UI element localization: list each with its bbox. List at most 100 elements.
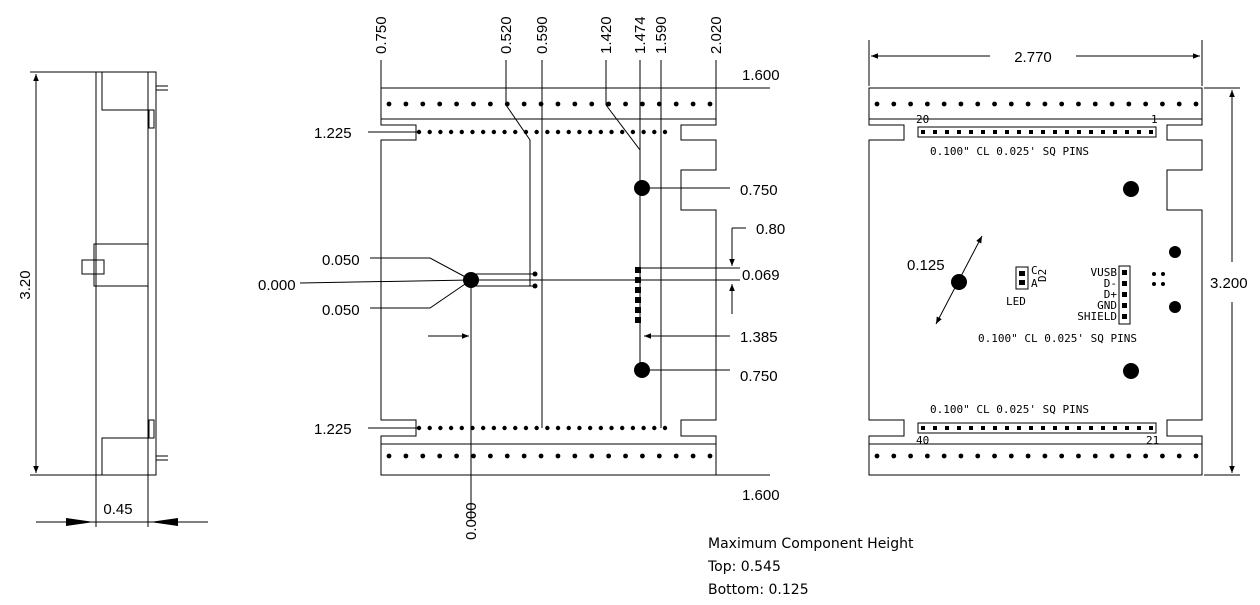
pin-dot bbox=[416, 425, 422, 431]
mount-hole-left bbox=[951, 274, 967, 290]
pin-number-1: 1 bbox=[1151, 113, 1158, 126]
pin-dot bbox=[454, 101, 459, 107]
pin-dot bbox=[1076, 101, 1081, 107]
header-pin bbox=[969, 130, 973, 134]
usb-pad bbox=[635, 307, 641, 313]
pin-dot bbox=[1160, 453, 1165, 459]
pin-dot bbox=[620, 425, 625, 431]
header-pin bbox=[957, 426, 961, 430]
pin-dot bbox=[1042, 453, 1048, 459]
side-header-bottom bbox=[101, 437, 149, 476]
usb-header bbox=[1118, 265, 1131, 325]
usb-pad bbox=[635, 317, 641, 323]
right-pin-row-top bbox=[874, 101, 1199, 107]
pin-dot bbox=[577, 129, 582, 135]
height-label: 3.200 bbox=[1210, 275, 1248, 292]
mid-usb-pads bbox=[635, 267, 641, 323]
pin-dot bbox=[908, 101, 913, 107]
pin-dot bbox=[416, 129, 422, 135]
header-pin bbox=[945, 130, 949, 134]
pin-dot bbox=[620, 129, 625, 135]
header-pin bbox=[1113, 426, 1117, 430]
mid-1385-label: 1.385 bbox=[740, 329, 778, 346]
usb-pad bbox=[635, 277, 641, 283]
middle-pin-row-bottom-inner bbox=[416, 425, 668, 431]
header-pin bbox=[1077, 130, 1081, 134]
component-height-notes: Maximum Component Height Top: 0.545 Bott… bbox=[707, 536, 914, 598]
header-pin bbox=[1029, 426, 1033, 430]
pin-dot bbox=[589, 101, 595, 107]
pin-dot bbox=[555, 453, 561, 459]
header-pin bbox=[945, 426, 949, 430]
pin-dot bbox=[420, 101, 426, 107]
pin-dot bbox=[491, 129, 497, 135]
header-pin bbox=[1125, 426, 1129, 430]
mid-080-label: 0.80 bbox=[756, 221, 785, 238]
usb-pin bbox=[1122, 292, 1127, 297]
usb-label-shield: SHIELD bbox=[1077, 310, 1117, 323]
pin-dot bbox=[1059, 101, 1065, 107]
header-pin bbox=[1113, 130, 1117, 134]
mid-right-top-label: 1.600 bbox=[742, 67, 780, 84]
pin-dot bbox=[623, 453, 628, 459]
pin-dot bbox=[538, 101, 544, 107]
usb-label-dminus: D- bbox=[1104, 277, 1117, 290]
mid-right-bottom-label: 1.600 bbox=[742, 487, 780, 504]
pin-dot bbox=[1025, 453, 1031, 459]
pin-dot bbox=[707, 453, 713, 459]
pin-dot bbox=[673, 101, 679, 107]
usb-small-hole bbox=[1161, 282, 1165, 286]
pin-dot bbox=[487, 453, 493, 459]
pin-dot bbox=[438, 129, 443, 135]
pin-dot bbox=[640, 101, 645, 107]
header-pin bbox=[1125, 130, 1129, 134]
header-pin bbox=[1017, 426, 1021, 430]
mid-top-label-3: 0.590 bbox=[534, 16, 551, 54]
pin-dot bbox=[1176, 101, 1182, 107]
pin-dot bbox=[403, 101, 409, 107]
pin-dot bbox=[662, 425, 668, 431]
pin-dot bbox=[958, 101, 964, 107]
pin-dot bbox=[420, 453, 426, 459]
width-label: 2.770 bbox=[1014, 49, 1052, 66]
header-pin bbox=[969, 426, 973, 430]
usb-pin bbox=[1122, 314, 1127, 319]
header-pin bbox=[981, 130, 985, 134]
mid-row-label-bottom: 1.225 bbox=[314, 421, 352, 438]
pin-dot bbox=[630, 129, 636, 135]
pin-dot bbox=[521, 453, 527, 459]
mid-left-label-zero: 0.000 bbox=[258, 277, 296, 294]
usb-small-hole bbox=[1161, 272, 1165, 276]
usb-hole-upper bbox=[1169, 246, 1181, 258]
pin-dot bbox=[1176, 453, 1182, 459]
pin-dot bbox=[545, 129, 550, 135]
header-pin bbox=[1149, 130, 1153, 134]
pin-dot bbox=[589, 453, 595, 459]
pin-dot bbox=[555, 425, 561, 431]
led-c-label: C bbox=[1031, 264, 1038, 277]
pin-dot bbox=[502, 425, 507, 431]
pin-dot bbox=[437, 453, 443, 459]
usb-hole-lower bbox=[1169, 301, 1181, 313]
pin-dot bbox=[690, 101, 696, 107]
pin-dot bbox=[1193, 101, 1199, 107]
pin-dot bbox=[992, 453, 997, 459]
pin-dot bbox=[480, 425, 486, 431]
mid-top-label-4: 1.420 bbox=[598, 16, 615, 54]
pin-dot bbox=[630, 425, 636, 431]
hole-label: 0.125 bbox=[907, 257, 945, 274]
pin-dot bbox=[521, 101, 527, 107]
pin-dot bbox=[1059, 453, 1065, 459]
usb-pin bbox=[1122, 303, 1127, 308]
pin-dot bbox=[673, 453, 679, 459]
pin-dot bbox=[471, 453, 476, 459]
pin-dot bbox=[941, 453, 947, 459]
pin-dot bbox=[598, 425, 604, 431]
middle-pin-row-top-inner bbox=[416, 129, 668, 135]
header-pin bbox=[1065, 426, 1069, 430]
pin-dot bbox=[1092, 453, 1098, 459]
header-pin bbox=[1005, 130, 1009, 134]
usb-pin bbox=[1122, 281, 1127, 286]
header-pin bbox=[1137, 426, 1141, 430]
